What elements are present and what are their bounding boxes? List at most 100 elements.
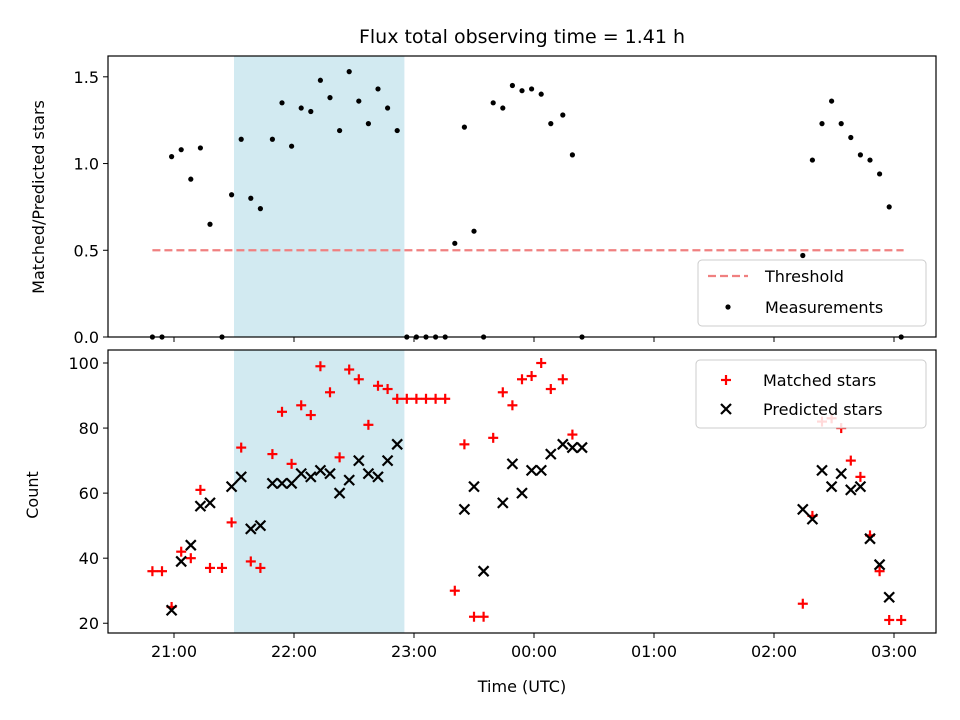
predicted-star-point xyxy=(372,471,384,483)
matched-star-point xyxy=(334,452,345,463)
measurement-point xyxy=(229,192,235,198)
matched-star-point xyxy=(896,614,907,625)
matched-star-point xyxy=(536,358,547,369)
measurement-point xyxy=(207,221,213,227)
count-panel: 21:00 22:00 23:00 00:00 01:00 02:00 03:00 20 40 6… xyxy=(68,349,937,661)
measurement-point xyxy=(257,206,263,212)
matched-star-point xyxy=(226,517,237,528)
predicted-star-point xyxy=(391,438,403,451)
predicted-star-point xyxy=(175,555,187,568)
matched-star-point xyxy=(267,449,278,460)
predicted-star-point xyxy=(835,467,847,480)
predicted-star-point xyxy=(576,441,588,454)
predicted-star-point xyxy=(468,480,480,493)
y-axis-label-ratio: Matched/Predicted stars xyxy=(29,100,48,294)
measurement-point xyxy=(509,82,515,89)
legend-ratio: Threshold Measurements xyxy=(697,259,927,327)
measurement-point xyxy=(490,100,496,106)
matched-star-point xyxy=(353,374,364,385)
matched-star-point xyxy=(382,384,393,395)
predicted-star-point xyxy=(381,454,394,467)
plot-frame xyxy=(107,349,937,634)
measurement-point xyxy=(298,105,304,111)
measurement-point xyxy=(461,124,467,130)
x-tick-label: 21:00 xyxy=(151,642,197,661)
matched-star-point xyxy=(459,439,470,450)
measurement-point xyxy=(248,195,254,201)
y-tick-label: 20 xyxy=(79,614,99,633)
matched-star-point xyxy=(305,410,316,421)
matched-star-point xyxy=(497,387,508,398)
predicted-star-point xyxy=(295,467,307,480)
matched-star-point xyxy=(185,553,196,564)
matched-star-point xyxy=(797,598,808,609)
matched-star-point xyxy=(325,387,335,398)
predicted-star-point xyxy=(477,565,490,577)
measurement-point xyxy=(519,88,525,94)
x-axis-label: Time (UTC) xyxy=(477,677,566,696)
y-tick-label: 80 xyxy=(79,419,99,438)
matched-star-point xyxy=(440,393,451,404)
measurement-point xyxy=(560,112,566,118)
legend-predicted-swatch xyxy=(720,403,732,415)
measurement-point xyxy=(886,204,892,210)
matched-star-point xyxy=(401,393,412,404)
measurement-point xyxy=(289,143,295,149)
chart-title: Flux total observing time = 1.41 h xyxy=(359,26,685,48)
legend-matched-label: Matched stars xyxy=(763,371,876,390)
matched-star-point xyxy=(157,566,167,577)
x-tick-label: 02:00 xyxy=(751,642,797,661)
measurement-point xyxy=(385,105,391,111)
legend-box xyxy=(695,359,927,429)
measurement-point xyxy=(471,228,477,234)
measurement-point xyxy=(356,98,362,104)
measurement-point xyxy=(346,69,352,75)
y-axis-label-count: Count xyxy=(23,471,42,519)
predicted-star-point xyxy=(873,558,886,571)
matched-star-point xyxy=(469,611,479,622)
legend-count: Matched stars Predicted stars xyxy=(695,359,927,429)
legend-measurements-label: Measurements xyxy=(765,298,883,317)
predicted-star-point xyxy=(266,477,279,490)
matched-star-point xyxy=(205,562,215,573)
predicted-star-point xyxy=(225,480,238,493)
predicted-star-point xyxy=(305,471,317,483)
predicted-star-point xyxy=(883,591,895,603)
measurement-point xyxy=(279,100,285,106)
y-tick-label: 60 xyxy=(79,484,99,503)
predicted-star-point xyxy=(245,523,257,535)
matched-star-point xyxy=(245,556,256,567)
measurement-point xyxy=(269,136,275,142)
predicted-star-point xyxy=(343,474,355,486)
measurement-point xyxy=(877,171,883,177)
matched-star-point xyxy=(147,566,158,577)
measurement-point xyxy=(327,95,333,101)
measurement-point xyxy=(238,136,244,142)
measurement-point xyxy=(838,121,844,127)
matched-star-point xyxy=(507,400,518,411)
matched-star-point xyxy=(195,484,206,495)
matched-star-point xyxy=(874,566,885,577)
predicted-star-point xyxy=(816,464,828,477)
measurement-point xyxy=(394,127,400,134)
matched-star-point xyxy=(526,371,537,382)
matched-star-point xyxy=(488,432,499,443)
measurement-point xyxy=(169,154,175,160)
measurement-point xyxy=(867,157,873,163)
matched-star-point xyxy=(286,458,297,469)
y-tick-label: 40 xyxy=(79,549,99,568)
matched-star-point xyxy=(363,419,374,430)
predicted-star-point xyxy=(825,480,838,493)
predicted-star-point xyxy=(797,503,809,516)
predicted-star-point xyxy=(497,497,509,509)
y-tick-label: 1.0 xyxy=(74,155,99,174)
measurement-point xyxy=(337,127,343,134)
predicted-star-point xyxy=(845,484,857,496)
measurement-point xyxy=(800,252,806,259)
predicted-star-point xyxy=(557,438,569,451)
measurement-point xyxy=(848,134,854,141)
matched-star-point xyxy=(855,471,866,482)
predicted-star-point xyxy=(204,497,216,509)
matched-star-point xyxy=(296,400,307,411)
legend-matched-swatch xyxy=(721,375,731,385)
